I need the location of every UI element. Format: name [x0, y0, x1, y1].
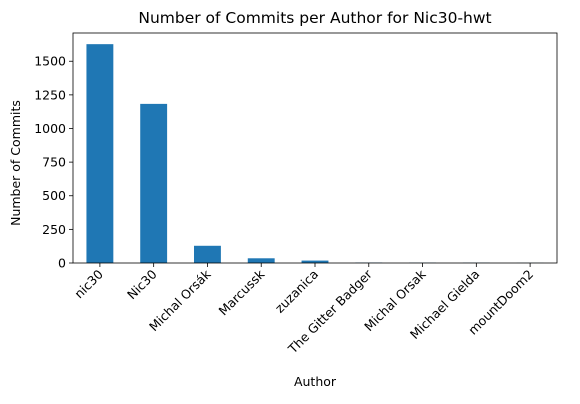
x-tick-label-1: Nic30: [124, 266, 160, 302]
x-tick-label-3: Marcussk: [215, 266, 267, 318]
y-tick-label-5: 1250: [34, 87, 66, 102]
bar-1: [140, 104, 167, 263]
chart-title: Number of Commits per Author for Nic30-h…: [138, 9, 491, 27]
y-tick-label-4: 1000: [34, 121, 66, 136]
x-tick-label-4: zuzanica: [272, 267, 321, 316]
y-axis: 0 250 500 750 1000 1250 1500: [34, 54, 73, 271]
x-tick-label-0: nic30: [71, 266, 106, 301]
y-tick-label-0: 0: [58, 256, 66, 271]
bar-3: [248, 258, 275, 263]
bar-0: [86, 44, 113, 263]
plot-area: [73, 33, 557, 263]
y-tick-label-2: 500: [42, 188, 66, 203]
x-axis-label: Author: [294, 374, 337, 389]
y-tick-label-1: 250: [42, 222, 66, 237]
bar-2: [194, 246, 221, 263]
y-axis-label: Number of Commits: [8, 100, 23, 226]
y-tick-label-6: 1500: [34, 54, 66, 69]
y-tick-label-3: 750: [42, 155, 66, 170]
